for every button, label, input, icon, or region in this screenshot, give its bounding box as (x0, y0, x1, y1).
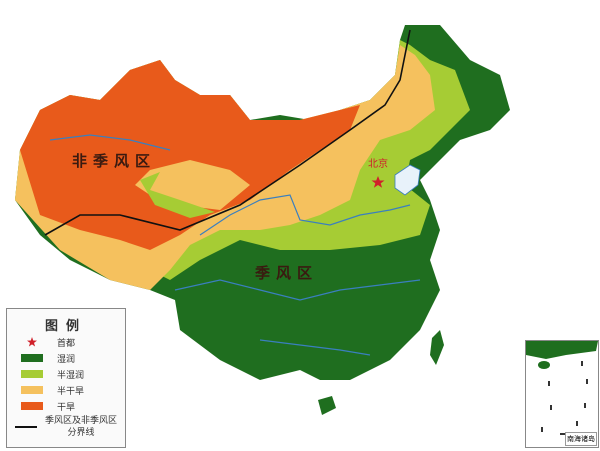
swatch (21, 402, 43, 410)
inset-map (526, 341, 598, 435)
region-arid (20, 60, 360, 250)
label-monsoon: 季风区 (255, 264, 319, 282)
legend-label: 湿润 (57, 354, 76, 365)
label-non-monsoon: 非季风区 (72, 152, 157, 170)
legend-label: 干旱 (57, 402, 76, 413)
hainan-island (318, 396, 336, 415)
legend-item-semi-arid: 半干旱 (21, 382, 125, 398)
line-swatch (15, 426, 37, 428)
region-semi-humid-basin (140, 172, 215, 218)
swatch (21, 370, 43, 378)
taiwan-island (430, 330, 444, 365)
capital-star (371, 176, 385, 188)
label-capital: 北京 (368, 159, 388, 170)
legend-item-arid: 干旱 (21, 398, 125, 414)
inset-coast (526, 341, 598, 359)
legend-item-capital: 首都 (21, 334, 125, 350)
legend: 图例 首都 湿润 半湿润 半干旱 干旱 季风区及非季风区分界线 (6, 308, 126, 448)
inset-hainan (538, 361, 550, 369)
river-yellow (199, 194, 411, 236)
monsoon-boundary-line (44, 29, 411, 236)
river-yangtze (174, 279, 421, 301)
river-tarim (49, 134, 171, 151)
legend-item-humid: 湿润 (21, 350, 125, 366)
swatch (21, 354, 43, 362)
legend-label: 半湿润 (57, 370, 85, 381)
legend-item-boundary: 季风区及非季风区分界线 (15, 414, 125, 440)
star-icon (21, 337, 43, 347)
legend-title: 图例 (44, 319, 87, 334)
legend-item-semi-humid: 半湿润 (21, 366, 125, 382)
legend-label: 首都 (57, 338, 76, 349)
inset-islands (541, 361, 588, 435)
river-pearl (259, 339, 371, 356)
inset-label: 南海诸岛 (565, 432, 597, 446)
south-china-sea-inset: 南海诸岛 (525, 340, 599, 448)
legend-label: 季风区及非季风区分界线 (45, 416, 118, 438)
legend-label: 半干旱 (57, 386, 85, 397)
rivers (49, 134, 421, 356)
bohai-sea (394, 164, 421, 196)
swatch (21, 386, 43, 394)
